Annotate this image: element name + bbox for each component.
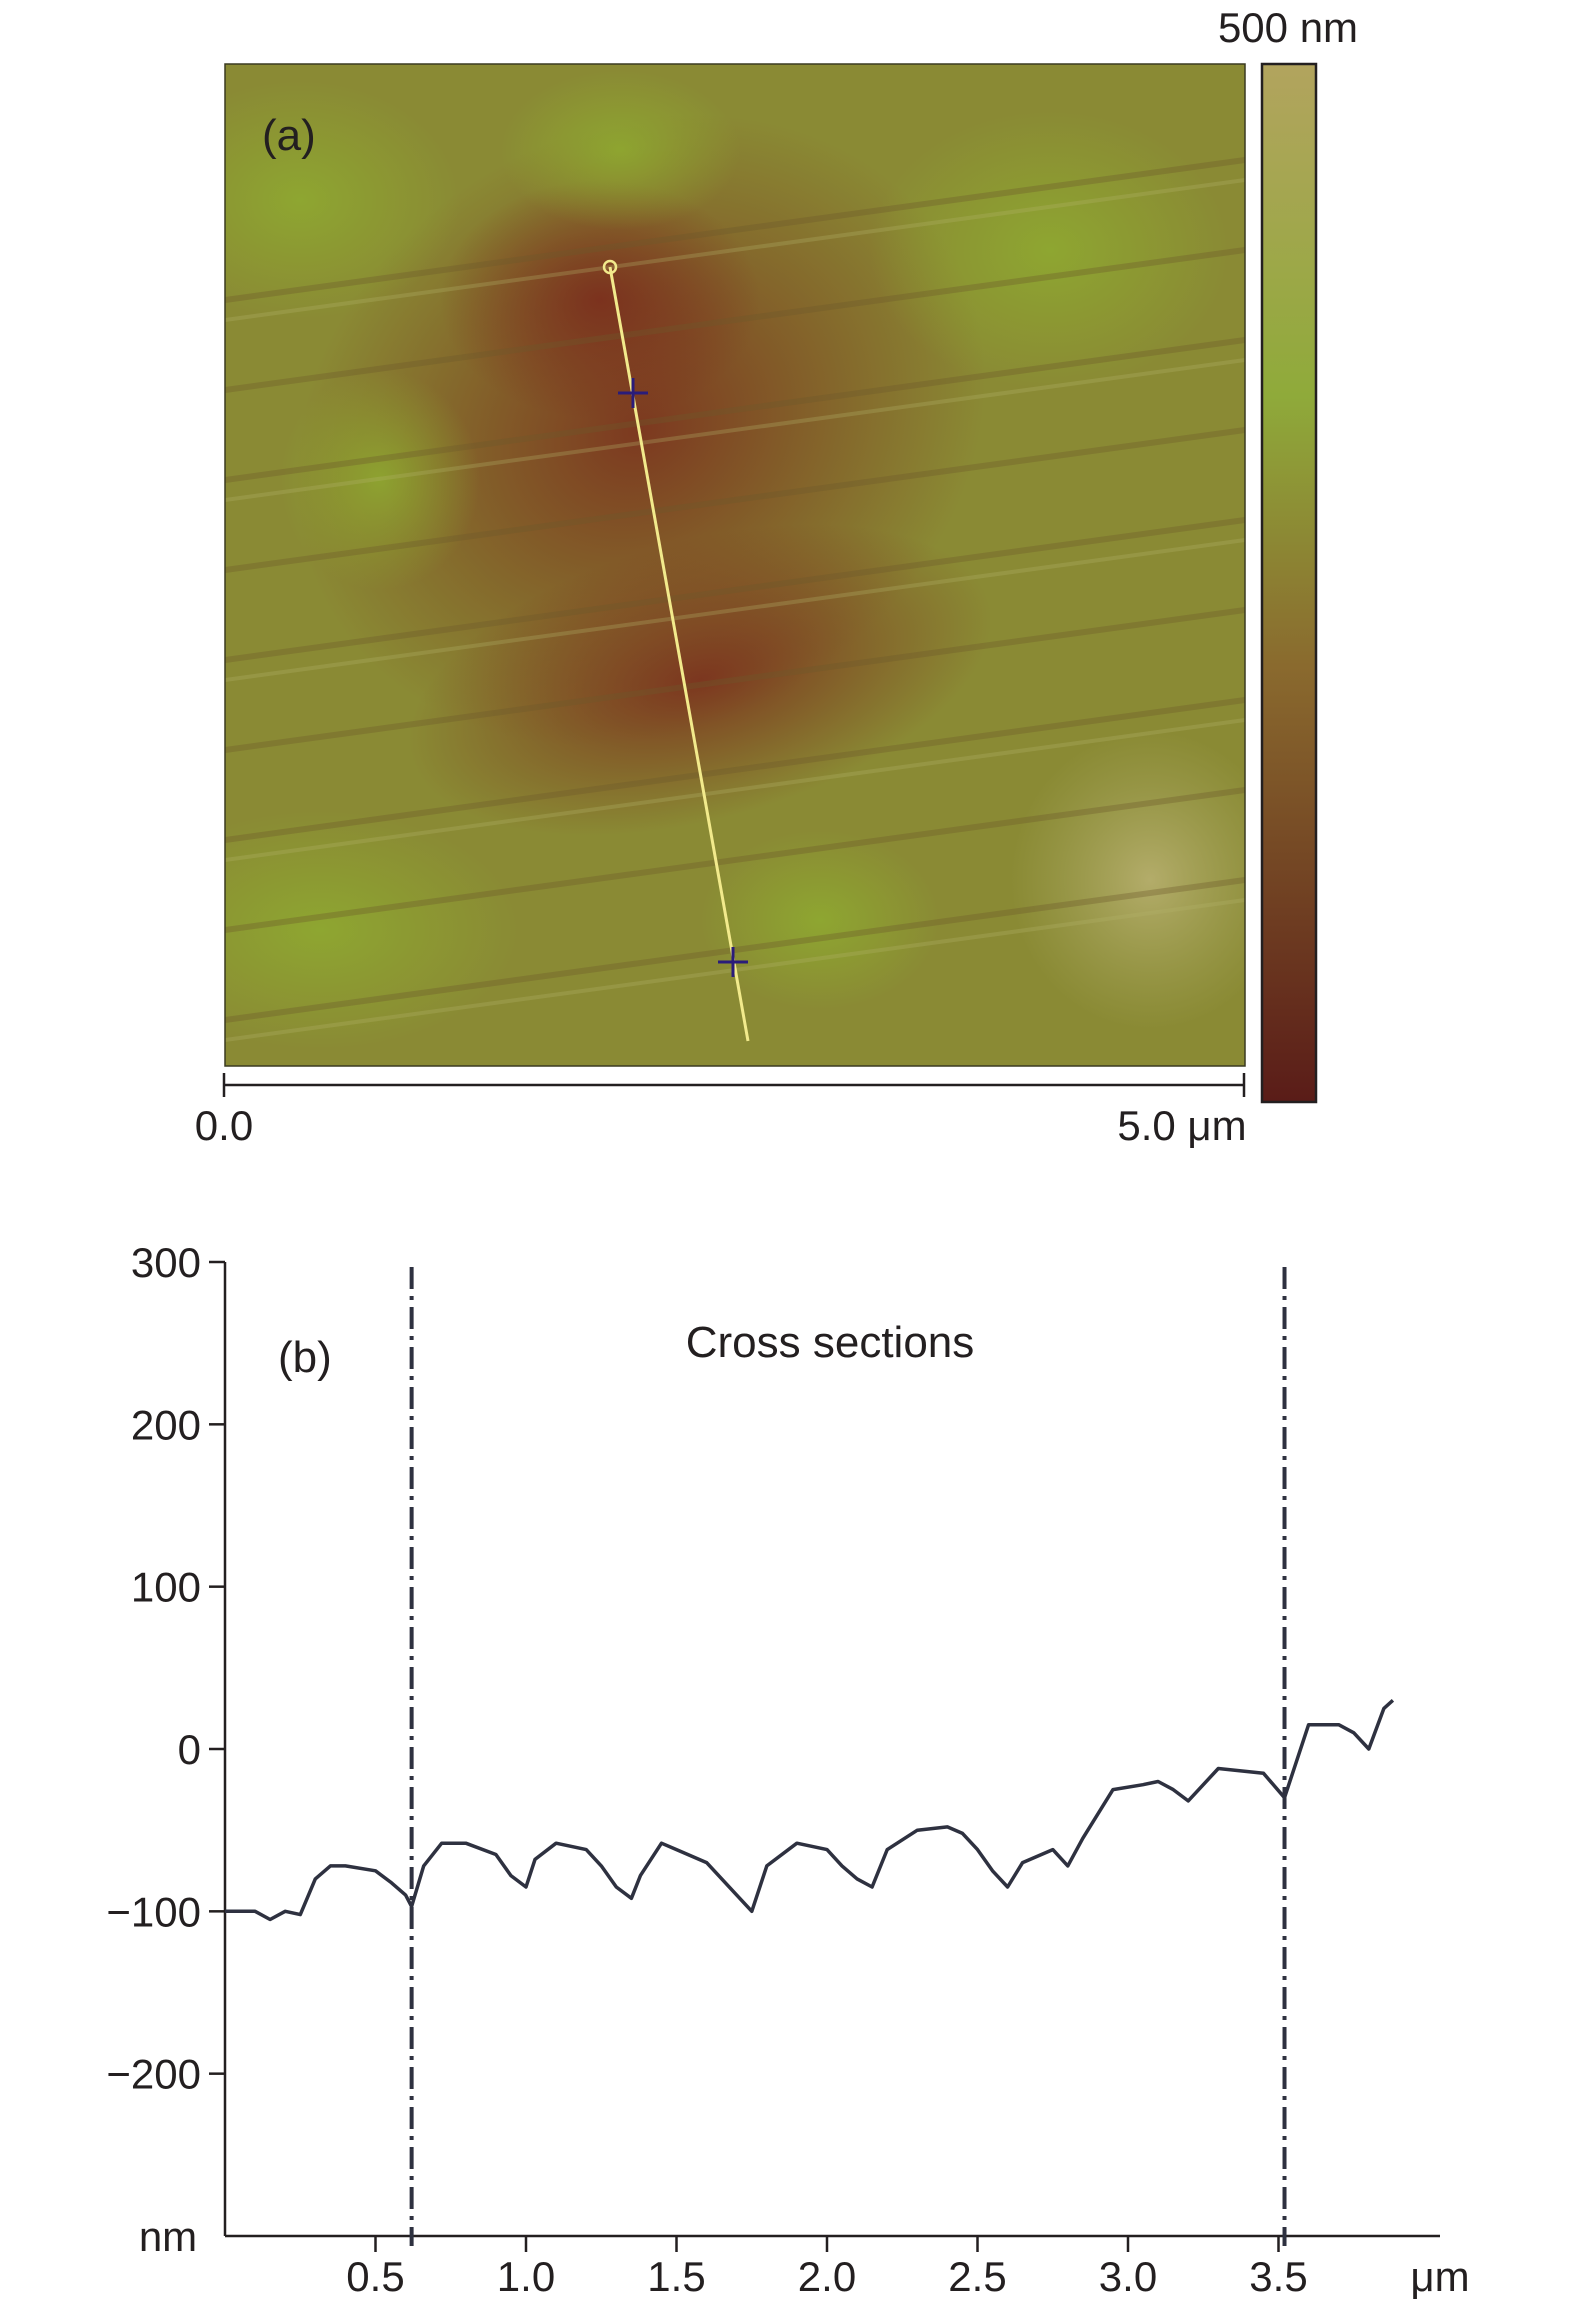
panel-a-label: (a)	[262, 111, 316, 160]
y-tick-label: 0	[178, 1726, 201, 1773]
afm-image-frame	[224, 63, 1246, 1067]
y-tick-label: 100	[131, 1564, 201, 1611]
x-tick-label: 3.0	[1099, 2253, 1157, 2300]
chart-title: Cross sections	[686, 1318, 975, 1367]
x-tick-label: 2.5	[948, 2253, 1006, 2300]
cursor-marker-1	[618, 378, 648, 408]
afm-image	[225, 64, 1245, 1066]
cursor-marker-2	[718, 947, 748, 977]
cross-section-chart: 300 200 100 0 −100 −200 0.5 1.0 1.5 2.0 2.5 3.0 3.5…	[106, 1239, 1469, 2300]
x-tick-label: 1.5	[647, 2253, 705, 2300]
panel-b-label: (b)	[278, 1333, 332, 1382]
y-tick-label: 200	[131, 1401, 201, 1448]
profile-start-circle	[602, 259, 618, 275]
y-tick-label: −200	[106, 2051, 201, 2098]
image-scale-axis	[222, 1073, 1246, 1097]
y-tick-label: 300	[131, 1239, 201, 1286]
x-tick-label: 3.5	[1249, 2253, 1307, 2300]
image-scale-end-label: 5.0 μm	[1117, 1102, 1246, 1149]
x-unit-label: μm	[1410, 2253, 1469, 2300]
cross-section-profile-line	[225, 1698, 1395, 1922]
color-scale-bar	[1260, 62, 1318, 1104]
y-unit-label: nm	[139, 2213, 197, 2260]
y-tick-label: −100	[106, 1888, 201, 1935]
x-tick-label: 1.0	[497, 2253, 555, 2300]
color-scale-top-label: 500 nm	[1218, 4, 1358, 51]
x-tick-label: 0.5	[346, 2253, 404, 2300]
x-tick-label: 2.0	[798, 2253, 856, 2300]
image-scale-start-label: 0.0	[195, 1102, 253, 1149]
